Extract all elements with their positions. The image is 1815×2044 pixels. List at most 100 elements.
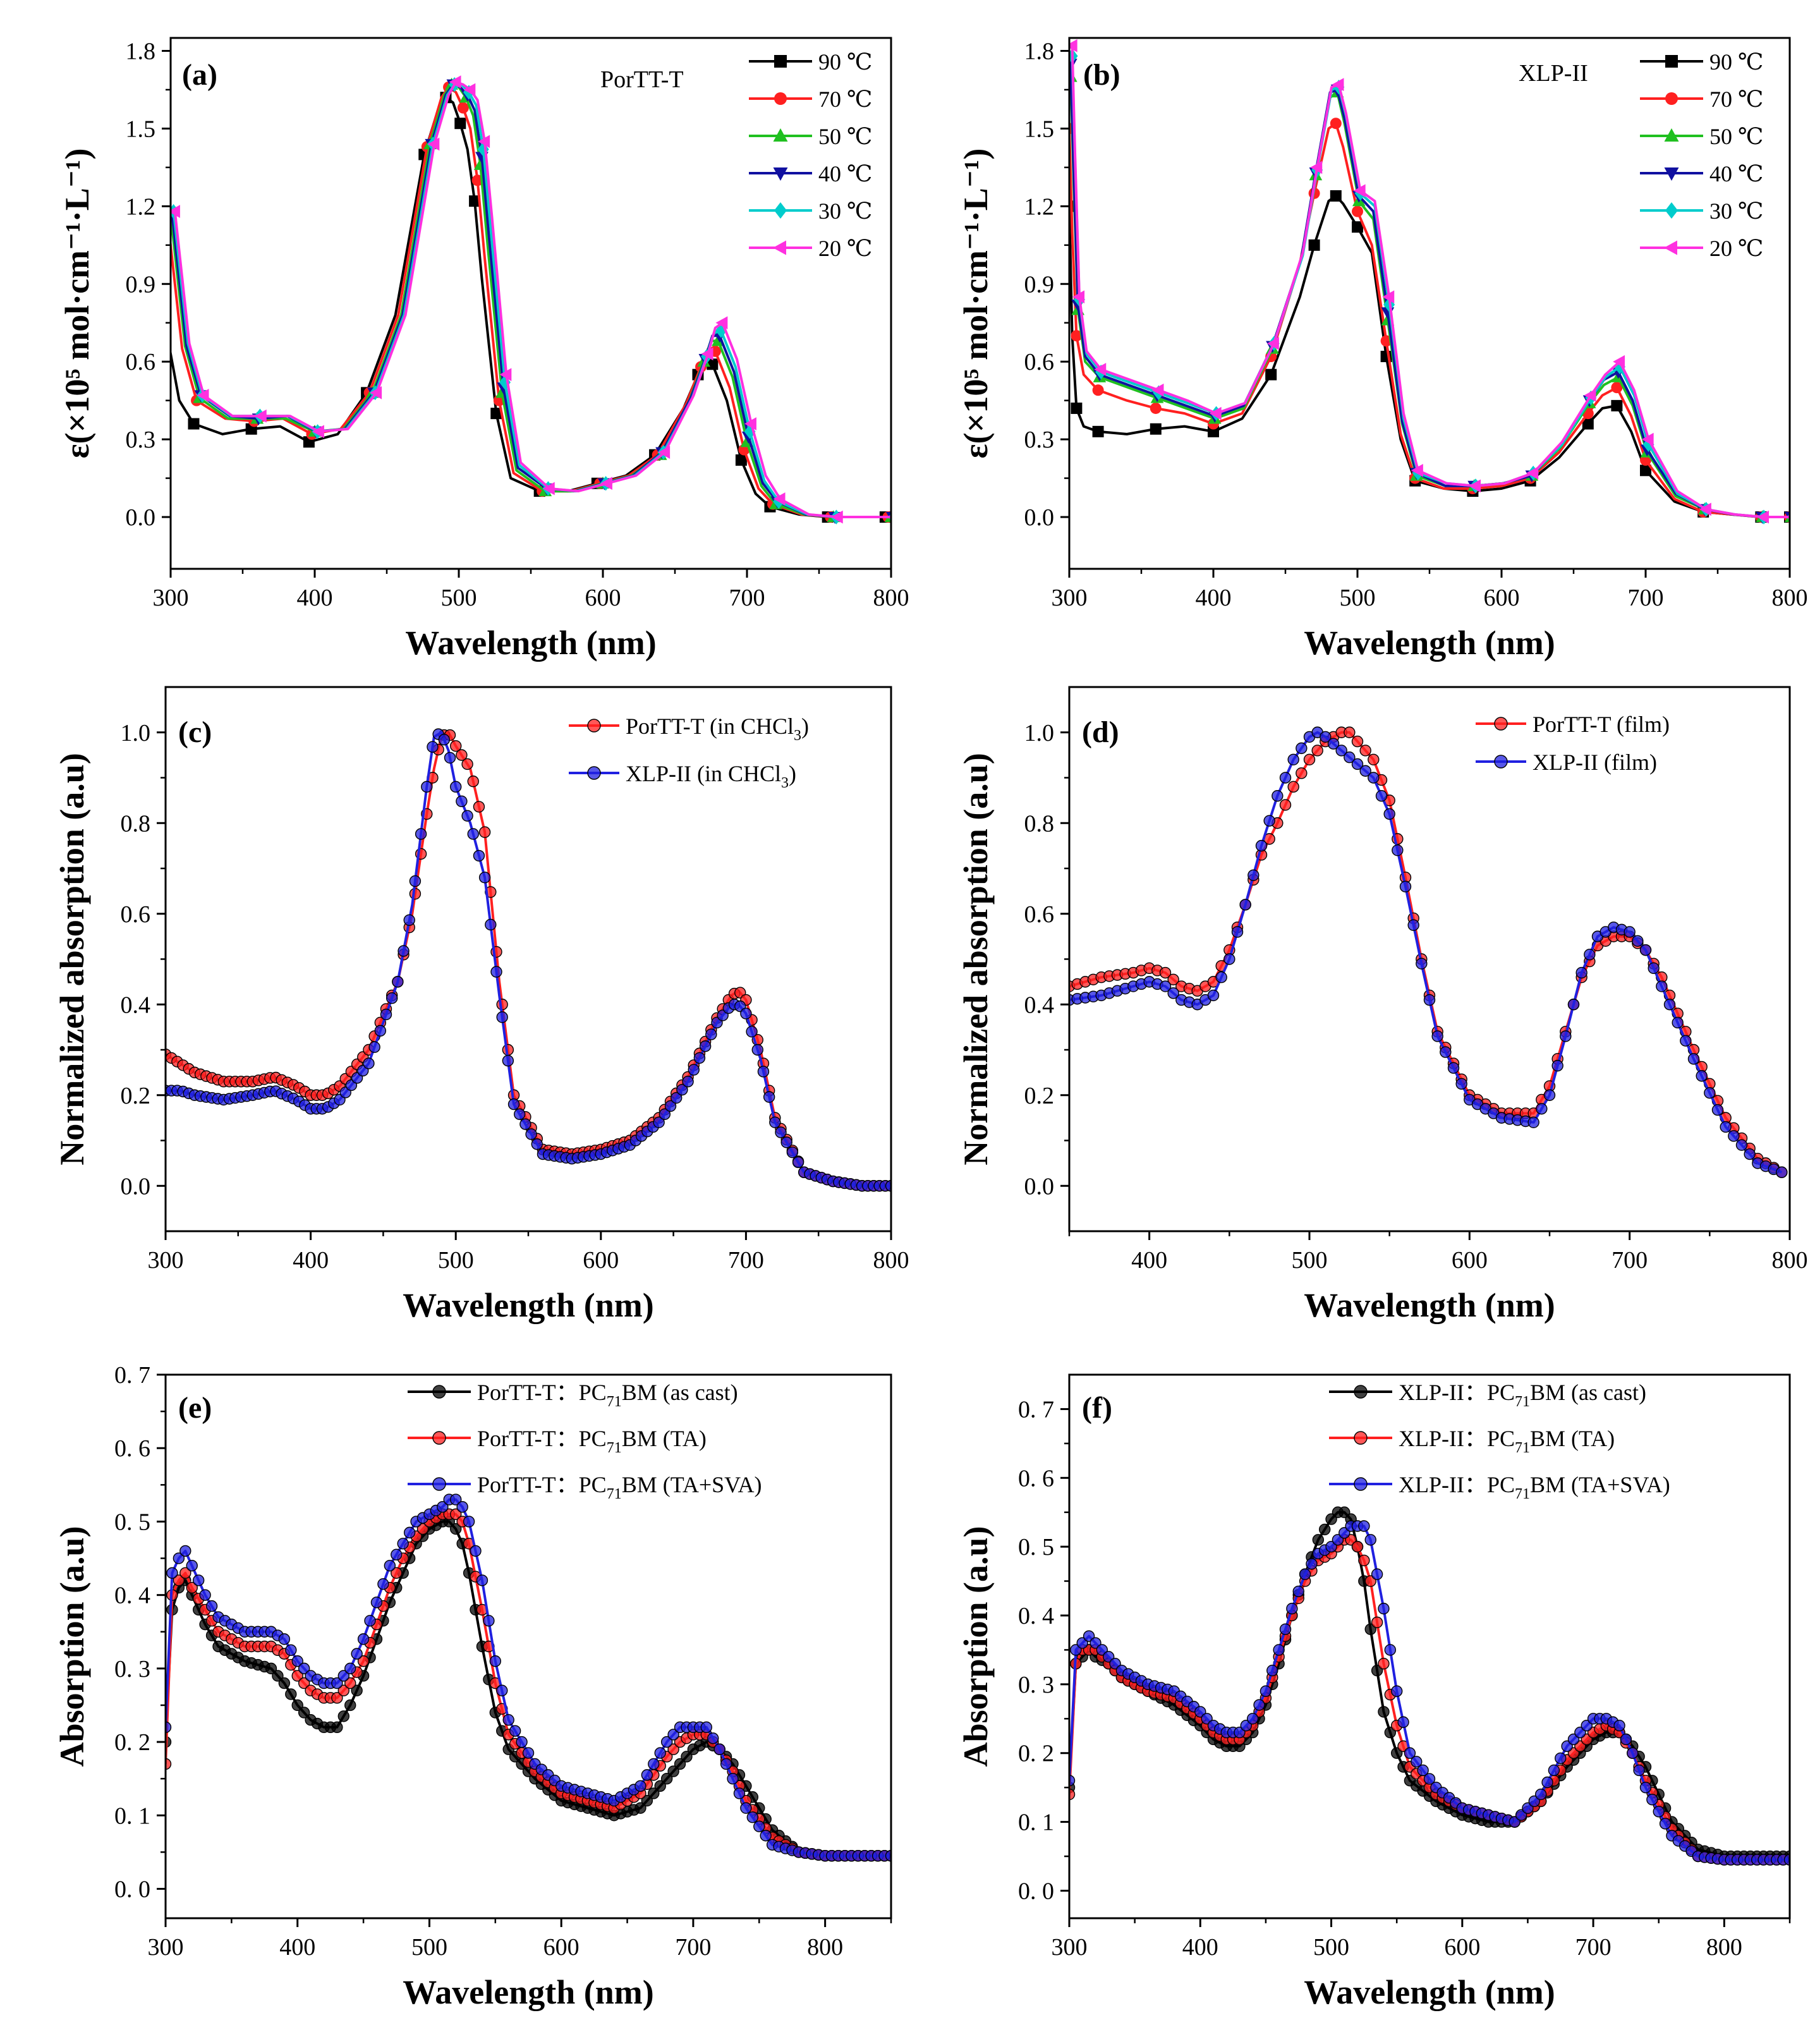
data-point-e-2: [351, 1648, 363, 1660]
data-point-e-2: [166, 1567, 178, 1579]
x-tick-label: 800: [807, 1934, 843, 1961]
legend-marker: [432, 1385, 446, 1399]
legend: 90 ℃ 70 ℃ 50 ℃ 40 ℃ 30 ℃ 20 ℃: [749, 49, 872, 261]
chart-panel-e: 300 400 500 600 700 800 0. 0 0. 1 0. 2 0. 3 0. 4 0.…: [53, 1362, 892, 2011]
data-point-e-2: [733, 1787, 746, 1799]
data-point-a-5: [658, 446, 671, 459]
legend: PorTT-T：PC71BM (as cast) PorTT-T：PC71BM (…: [408, 1380, 762, 1502]
data-point-f-2: [1378, 1602, 1390, 1615]
plot-frame: [169, 37, 892, 570]
data-point-b-1: [1611, 382, 1623, 394]
data-point-e-2: [660, 1736, 673, 1748]
data-point-d-1: [1527, 1116, 1539, 1129]
data-point-b-5: [1209, 406, 1222, 420]
data-point-c-1: [769, 1116, 781, 1129]
data-point-e-2: [746, 1811, 759, 1823]
x-tick-label: 300: [1052, 1934, 1088, 1961]
y-tick-label: 0. 4: [1018, 1603, 1054, 1629]
legend: PorTT-T (in CHCl3) XLP-II (in CHCl3): [569, 714, 809, 791]
data-point-d-1: [1543, 1089, 1556, 1101]
data-point-c-1: [403, 914, 415, 926]
legend-marker: [587, 766, 601, 780]
data-point-f-2: [1246, 1713, 1259, 1725]
legend-entry: 40 ℃: [1709, 161, 1763, 186]
data-point-f-2: [1783, 1854, 1790, 1866]
series-d-1: [1069, 726, 1788, 1178]
legend-entry: XLP-II：PC71BM (TA): [1399, 1426, 1615, 1456]
series-line-e-1: [166, 1512, 891, 1858]
data-point-e-2: [760, 1830, 772, 1842]
data-point-e-2: [278, 1633, 291, 1645]
data-point-b-5: [1411, 463, 1423, 477]
data-point-d-1: [1375, 789, 1388, 802]
data-point-e-1: [344, 1677, 356, 1689]
data-point-c-1: [664, 1100, 677, 1112]
series-b-4: [1069, 48, 1790, 525]
data-point-d-1: [1720, 1121, 1732, 1133]
data-point-c-1: [456, 795, 468, 808]
data-point-c-1: [688, 1064, 700, 1076]
data-point-b-1: [1071, 330, 1083, 342]
data-point-e-2: [654, 1747, 666, 1759]
x-tick-label: 400: [293, 1247, 329, 1274]
y-tick-label: 0.4: [1024, 992, 1055, 1018]
data-point-d-1: [1704, 1086, 1716, 1099]
legend-marker: [432, 1431, 446, 1445]
data-point-e-2: [291, 1655, 303, 1667]
series-b-5: [1069, 39, 1790, 524]
series-c-1: [166, 728, 891, 1192]
data-point-d-0: [1287, 781, 1299, 793]
data-point-d-1: [1744, 1148, 1756, 1160]
data-point-a-5: [773, 492, 786, 506]
y-axis-title: ε(×10⁵ mol·cm⁻¹·L⁻¹): [957, 149, 995, 459]
series-line-f-0: [1069, 1511, 1790, 1858]
data-point-d-1: [1648, 962, 1660, 975]
chart-panel-d: 400 500 600 700 800 0.0 0.2 0.4 0.6 0.8 1.0 Wavelen…: [957, 686, 1808, 1324]
x-tick-label: 300: [148, 1934, 184, 1961]
legend-entry: PorTT-T (film): [1533, 712, 1670, 737]
data-point-a-5: [427, 137, 440, 151]
data-point-e-2: [700, 1721, 712, 1734]
x-tick-label: 300: [153, 585, 189, 611]
data-point-f-2: [1411, 1756, 1423, 1768]
data-point-c-1: [438, 734, 451, 746]
series-a-0: [171, 92, 891, 523]
data-point-d-1: [1279, 772, 1292, 784]
data-point-e-0: [337, 1710, 349, 1722]
series-d-0: [1069, 726, 1788, 1178]
data-point-b-0: [1330, 190, 1342, 202]
data-point-a-5: [701, 347, 713, 361]
data-point-a-5: [744, 417, 756, 430]
y-tick-label: 0.0: [121, 1173, 151, 1200]
data-point-c-1: [461, 810, 473, 822]
y-tick-label: 0.9: [126, 271, 156, 298]
data-point-a-1: [457, 102, 469, 114]
data-point-a-2: [884, 510, 891, 523]
data-point-e-2: [713, 1743, 725, 1755]
data-point-e-2: [483, 1615, 495, 1627]
y-tick-label: 0.6: [121, 901, 151, 928]
series-a-1: [171, 81, 891, 523]
x-tick-label: 500: [1313, 1934, 1349, 1961]
data-point-e-2: [437, 1500, 449, 1513]
x-tick-label: 800: [1772, 585, 1808, 611]
data-point-d-1: [1735, 1139, 1748, 1151]
x-tick-label: 400: [1196, 585, 1232, 611]
data-point-c-1: [444, 751, 456, 764]
legend-entry: XLP-II (in CHCl3): [626, 761, 796, 791]
data-point-f-1: [1069, 1788, 1076, 1801]
data-point-c-1: [496, 1011, 508, 1023]
data-point-c-1: [385, 992, 398, 1004]
x-axis-title: Wavelength (nm): [1304, 1973, 1555, 2011]
series-b-3: [1069, 58, 1790, 524]
data-point-b-0: [1092, 425, 1104, 437]
legend-marker: [773, 240, 786, 255]
data-point-c-0: [473, 801, 485, 813]
plot-frame: [164, 686, 892, 1232]
y-axis-title: Absorption (a.u): [53, 1526, 91, 1767]
data-point-e-0: [654, 1780, 666, 1792]
data-point-e-2: [377, 1578, 389, 1590]
x-tick-label: 300: [1052, 585, 1088, 611]
x-tick-label: 600: [583, 1247, 619, 1274]
data-point-a-5: [478, 135, 490, 149]
